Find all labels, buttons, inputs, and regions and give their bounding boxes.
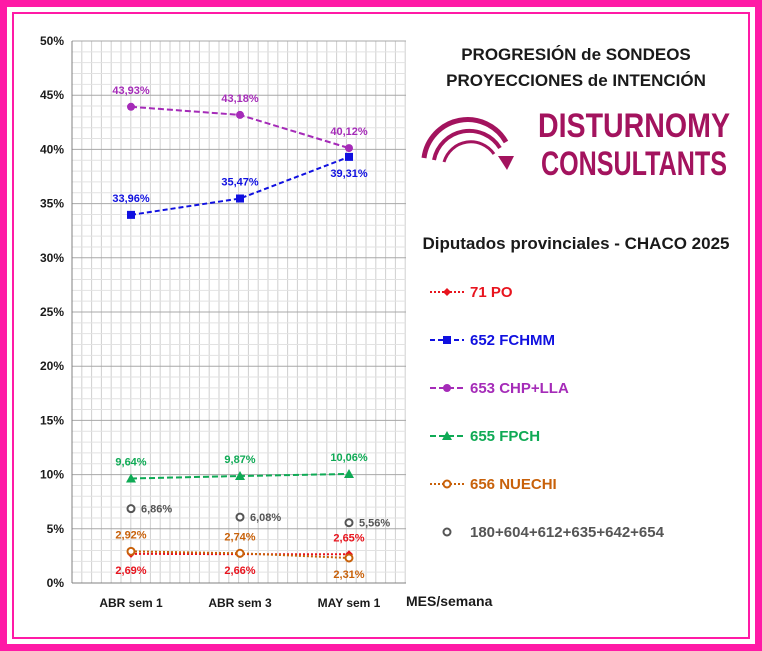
legend-marker xyxy=(442,431,452,440)
legend-marker xyxy=(442,479,452,489)
legend-label: 656 NUECHI xyxy=(470,476,557,493)
data-point xyxy=(127,102,135,111)
legend-marker xyxy=(443,288,451,296)
legend-marker xyxy=(443,336,451,344)
y-tick-label: 30% xyxy=(40,251,64,265)
data-point xyxy=(344,468,354,478)
data-point xyxy=(344,518,354,528)
y-tick-label: 5% xyxy=(47,522,65,536)
y-tick-label: 20% xyxy=(40,359,64,373)
data-point xyxy=(235,471,245,481)
legend-label: 652 FCHMM xyxy=(470,332,555,349)
data-point xyxy=(236,194,244,203)
data-label: 43,93% xyxy=(112,85,150,97)
brand-name-line1: DISTURNOMY xyxy=(538,107,730,145)
data-point xyxy=(127,210,135,219)
legend-item: 652 FCHMM xyxy=(430,332,555,349)
data-label: 6,08% xyxy=(250,512,281,524)
legend-label: 653 CHP+LLA xyxy=(470,380,569,397)
data-point xyxy=(235,548,245,558)
data-point xyxy=(344,553,354,563)
data-point xyxy=(126,546,136,556)
legend-item: 71 PO xyxy=(430,284,513,301)
data-label: 40,12% xyxy=(330,126,368,138)
legend-item: 653 CHP+LLA xyxy=(430,380,569,397)
data-label: 9,64% xyxy=(115,457,146,469)
chart-title-line1: PROGRESIÓN de SONDEOS xyxy=(461,45,691,64)
legend-label: 655 FPCH xyxy=(470,428,540,445)
y-tick-label: 15% xyxy=(40,413,64,427)
x-tick-label: ABR sem 1 xyxy=(99,596,163,610)
y-tick-label: 40% xyxy=(40,142,64,156)
data-label: 33,96% xyxy=(112,193,150,205)
chart-subtitle: Diputados provinciales - CHACO 2025 xyxy=(422,234,729,253)
data-label: 43,18% xyxy=(221,93,259,105)
data-point xyxy=(235,512,245,522)
data-point xyxy=(345,152,353,161)
y-tick-label: 25% xyxy=(40,305,64,319)
data-label: 5,56% xyxy=(359,518,390,530)
data-label: 6,86% xyxy=(141,504,172,516)
inner-frame xyxy=(12,12,750,639)
legend-item: 656 NUECHI xyxy=(430,476,557,493)
data-label: 2,92% xyxy=(115,529,146,541)
data-point xyxy=(126,473,136,483)
data-label: 9,87% xyxy=(224,454,255,466)
legend-marker xyxy=(443,384,451,392)
data-point xyxy=(126,504,136,514)
y-tick-label: 45% xyxy=(40,88,64,102)
y-tick-label: 0% xyxy=(47,576,65,590)
brand-name-line2: CONSULTANTS xyxy=(541,145,727,183)
data-label: 39,31% xyxy=(330,168,368,180)
legend-label: 180+604+612+635+642+654 xyxy=(470,524,665,541)
data-point xyxy=(236,110,244,119)
series-line xyxy=(130,155,350,216)
data-label: 2,65% xyxy=(333,532,364,544)
series-group xyxy=(126,102,354,563)
y-tick-label: 10% xyxy=(40,468,64,482)
legend-item: 180+604+612+635+642+654 xyxy=(442,524,665,541)
data-label: 35,47% xyxy=(221,177,259,189)
legend-marker xyxy=(442,527,452,537)
legend-item: 655 FPCH xyxy=(430,428,540,445)
data-labels: 2,69% 2,66% 2,65% 33,96% 35,47% 39,31% 43,93% 4… xyxy=(112,85,390,581)
legend: 71 PO 652 FCHMM 653 CHP+LLA 655 FPCH 656 NUE… xyxy=(430,284,665,541)
chart-title-line2: PROYECCIONES de INTENCIÓN xyxy=(446,71,706,90)
y-tick-label: 35% xyxy=(40,197,64,211)
data-label: 2,74% xyxy=(224,531,255,543)
data-point xyxy=(345,144,353,153)
data-label: 2,31% xyxy=(333,569,364,581)
data-label: 10,06% xyxy=(330,452,368,464)
x-tick-label: MAY sem 1 xyxy=(318,596,381,610)
logo-arc-icon xyxy=(421,117,514,170)
legend-label: 71 PO xyxy=(470,284,513,301)
x-tick-label: ABR sem 3 xyxy=(208,596,272,610)
axes: 0% 5% 10% 15% 20% 25% 30% 35% 40% 45% 50% ABR sem 1… xyxy=(40,34,406,610)
y-tick-label: 50% xyxy=(40,34,64,48)
data-label: 2,69% xyxy=(115,565,146,577)
data-label: 2,66% xyxy=(224,565,255,577)
x-axis-title: MES/semana xyxy=(406,593,493,609)
